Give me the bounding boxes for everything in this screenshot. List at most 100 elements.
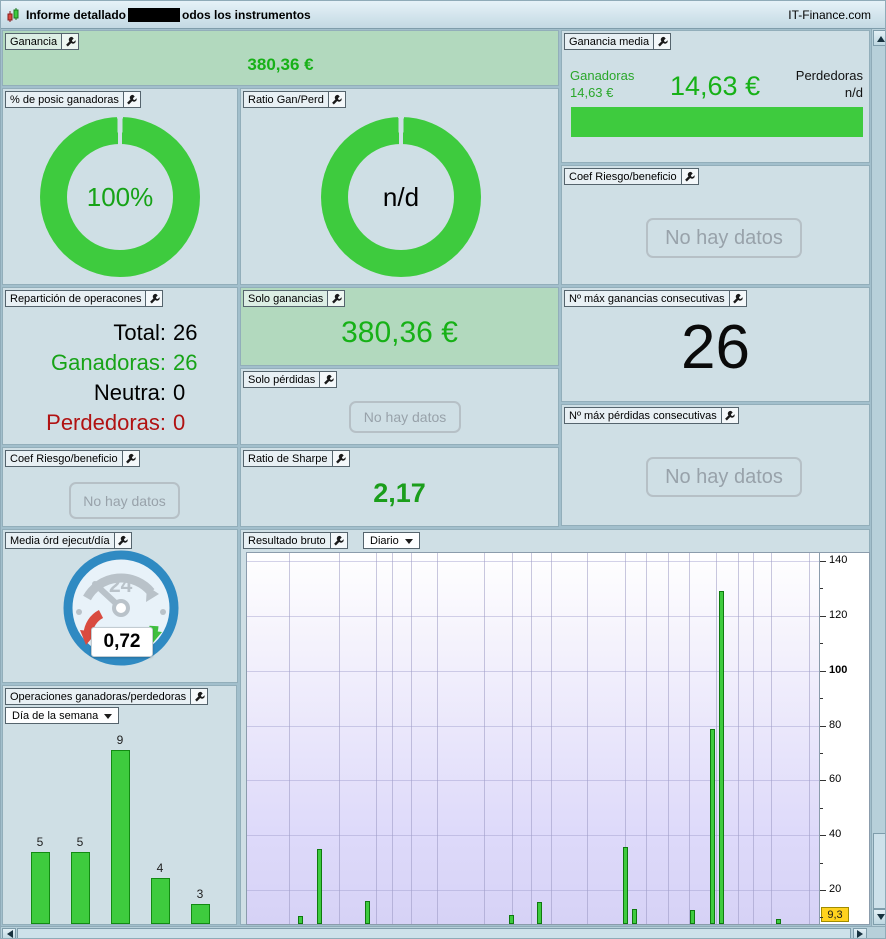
gridline (339, 553, 341, 924)
scroll-left-button[interactable] (2, 928, 16, 938)
bar (623, 847, 629, 924)
bar (537, 901, 543, 924)
axis-tick-label: 60 (829, 773, 842, 786)
period-dropdown[interactable]: Diario (363, 532, 420, 549)
max-consecutive-wins-value: 26 (681, 313, 750, 382)
chevron-down-icon (104, 713, 113, 723)
coefr-settings-button[interactable] (680, 169, 698, 184)
panel-ratio-label: Ratio Gan/Perd (248, 94, 324, 106)
coefl-settings-button[interactable] (121, 451, 139, 466)
panel-soloperd-header: Solo pérdidas (243, 371, 338, 388)
axis-tick (820, 670, 826, 672)
bar (316, 848, 322, 924)
last-value-badge: 9,3 (821, 907, 849, 922)
gridline (511, 553, 513, 924)
gain-loss-ratio-donut: n/d (321, 117, 481, 277)
gridline (247, 725, 819, 727)
panel-coefr-header: Coef Riesgo/beneficio (564, 168, 699, 185)
sharpe-ratio-value: 2,17 (373, 478, 426, 508)
panel-reparticion-header: Repartición de operacones (5, 290, 164, 307)
panel-resultado-label: Resultado bruto (248, 535, 326, 547)
maxgan-settings-button[interactable] (728, 291, 746, 306)
gridline (624, 553, 626, 924)
gridline (587, 553, 589, 924)
ganancia-settings-button[interactable] (61, 34, 79, 49)
panel-ganancia: Ganancia 380,36 € (2, 30, 559, 86)
axis-minor-tick (820, 643, 823, 645)
panel-sharpe-label: Ratio de Sharpe (248, 453, 328, 465)
panel-maxgan-header: Nº máx ganancias consecutivas (564, 290, 747, 307)
axis-tick (820, 780, 826, 782)
panel-coefl-header: Coef Riesgo/beneficio (5, 450, 140, 467)
sharpe-settings-button[interactable] (331, 451, 349, 466)
panel-operaciones-header: Operaciones ganadoras/perdedoras (5, 688, 209, 705)
gridline (550, 553, 552, 924)
bar (297, 916, 303, 924)
row-neutral: Neutra: 0 (93, 380, 186, 405)
axis-tick (820, 615, 826, 617)
panel-maxperd-header: Nº máx pérdidas consecutivas (564, 407, 739, 424)
pct-settings-button[interactable] (122, 92, 140, 107)
ganancia-value: 380,36 € (247, 55, 314, 74)
axis-minor-tick (820, 698, 823, 700)
grouping-dropdown[interactable]: Día de la semana (5, 707, 120, 724)
orders-per-day-value: 0,72 (91, 627, 153, 657)
panel-reparticion-label: Repartición de operacones (10, 293, 142, 305)
panel-max-ganancias: Nº máx ganancias consecutivas 26 (561, 287, 870, 402)
gmedia-settings-button[interactable] (653, 34, 671, 49)
ratio-settings-button[interactable] (327, 92, 345, 107)
coefl-no-data: No hay datos (69, 482, 180, 519)
panel-reparticion: Repartición de operacones Total: 26 Ganad… (2, 287, 238, 445)
operaciones-settings-button[interactable] (190, 689, 208, 704)
vertical-scroll-thumb[interactable] (873, 833, 885, 909)
panel-solo-perdidas: Solo pérdidas No hay datos (240, 368, 559, 445)
bar-value-label: 5 (36, 835, 44, 850)
panel-ganancia-label: Ganancia (10, 36, 58, 48)
panel-gmedia-label: Ganancia media (569, 36, 650, 48)
scroll-up-button[interactable] (873, 30, 885, 46)
axis-tick (820, 890, 826, 891)
gridline (391, 553, 393, 924)
row-losers: Perdedoras: 0 (46, 410, 186, 435)
bar-value-label: 4 (156, 860, 164, 875)
scroll-down-button[interactable] (873, 909, 885, 925)
axis-tick (820, 561, 826, 562)
panel-operaciones: Operaciones ganadoras/perdedoras Día de … (2, 685, 237, 925)
brand-label: IT-Finance.com (788, 7, 871, 22)
maxperd-settings-button[interactable] (720, 408, 738, 423)
vertical-scrollbar[interactable] (871, 29, 885, 926)
gridline (247, 780, 819, 782)
panel-media-label: Media órd ejecut/día (10, 535, 110, 547)
wrench-icon (336, 453, 346, 464)
axis-tick-label: 40 (829, 828, 842, 841)
panel-resultado-header: Resultado bruto (243, 532, 348, 549)
bar (775, 919, 781, 924)
media-settings-button[interactable] (113, 533, 131, 548)
axis-tick-label: 80 (829, 718, 842, 731)
axis-tick-label: 120 (829, 608, 848, 621)
panel-coefr-label: Coef Riesgo/beneficio (569, 171, 677, 183)
axis-tick-label: 140 (829, 554, 848, 566)
reparticion-settings-button[interactable] (145, 291, 163, 306)
axis-minor-tick (820, 588, 823, 590)
panel-coefl-label: Coef Riesgo/beneficio (10, 453, 118, 465)
weekday-bar-chart: 5 5 9 4 3 (3, 686, 236, 924)
gridline (436, 553, 438, 924)
wrench-icon (65, 36, 76, 47)
gmedia-average-value: 14,63 € (670, 71, 761, 101)
scroll-right-button[interactable] (853, 928, 867, 938)
panel-media-header: Media órd ejecut/día (5, 532, 132, 549)
win-rate-donut: 100% (40, 117, 200, 277)
result-y-axis: 9,3 20 40 60 80 100 120 140 (820, 553, 869, 924)
wrench-icon (118, 535, 128, 546)
horizontal-scroll-thumb[interactable] (17, 928, 851, 938)
panel-maxgan-label: Nº máx ganancias consecutivas (569, 293, 725, 305)
panel-pct-header: % de posic ganadoras (5, 91, 141, 108)
sologan-settings-button[interactable] (327, 291, 345, 306)
resultado-settings-button[interactable] (329, 533, 347, 548)
chevron-down-icon (404, 538, 413, 548)
panel-media-ordenes: Media órd ejecut/día 24 0,72 (2, 529, 238, 683)
gridline (738, 553, 740, 924)
soloperd-settings-button[interactable] (319, 372, 337, 387)
horizontal-scrollbar[interactable] (1, 926, 885, 938)
